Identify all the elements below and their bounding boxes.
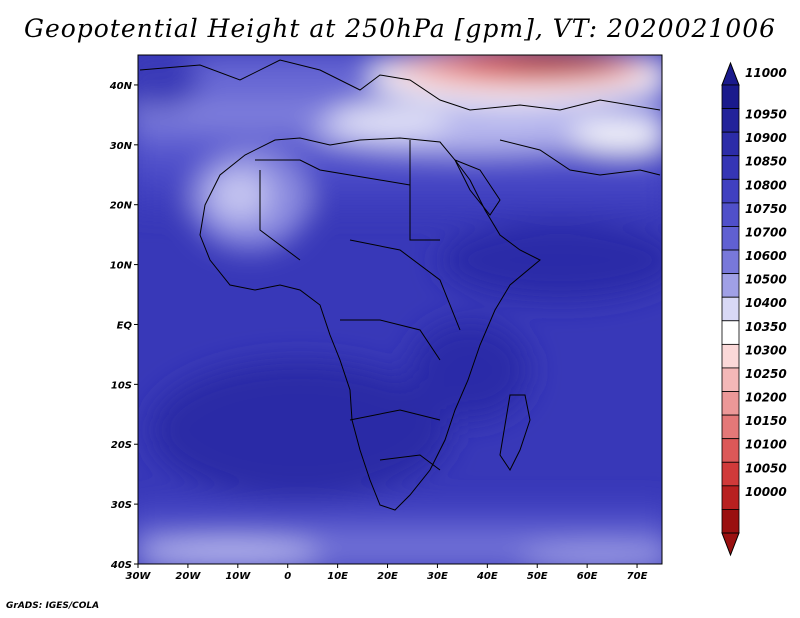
colorbar-swatch <box>721 202 740 227</box>
lat-label: 10N <box>110 261 133 272</box>
lat-label: 20N <box>110 201 133 212</box>
lon-label: 0 <box>284 571 291 582</box>
colorbar-label: 10500 <box>745 273 787 287</box>
colorbar-label: 10600 <box>745 249 787 263</box>
colorbar-swatch <box>721 343 740 369</box>
lat-label: 40S <box>110 560 132 571</box>
map-title: Geopotential Height at 250hPa [gpm], VT:… <box>23 14 777 43</box>
colorbar-swatch <box>721 84 740 109</box>
colorbar-label: 10900 <box>745 131 787 145</box>
colorbar-swatch <box>721 509 740 534</box>
lon-label: 30W <box>126 571 152 582</box>
colorbar-label: 10050 <box>745 461 787 475</box>
colorbar-top-arrow <box>721 61 740 86</box>
colorbar-label: 10700 <box>745 225 787 239</box>
lon-label: 20E <box>377 571 398 582</box>
lat-label: 40N <box>109 81 133 92</box>
colorbar-swatch <box>721 108 740 133</box>
colorbar-swatch <box>721 249 740 275</box>
colorbar-swatch <box>721 367 740 392</box>
colorbar-swatch <box>721 461 740 487</box>
colorbar-swatch <box>721 414 740 440</box>
colorbar-swatch <box>721 438 740 463</box>
colorbar-label: 10300 <box>745 343 787 357</box>
lon-label: 10W <box>225 571 251 582</box>
lat-label: EQ <box>117 320 133 331</box>
colorbar-swatch <box>721 296 740 322</box>
lon-label: 40E <box>476 571 498 582</box>
height-field <box>138 55 662 564</box>
lon-label: 30E <box>427 571 448 582</box>
lon-label: 60E <box>577 571 598 582</box>
lon-label: 10E <box>327 571 348 582</box>
coastlines <box>139 59 661 511</box>
colorbar-label: 10200 <box>745 391 787 405</box>
lon-label: 50E <box>527 571 548 582</box>
grads-credit: GrADS: IGES/COLA <box>6 601 100 611</box>
colorbar-label: 10100 <box>745 438 787 452</box>
colorbar-swatch <box>721 178 740 204</box>
colorbar-swatch <box>721 155 740 180</box>
colorbar-label: 10000 <box>745 485 787 499</box>
colorbar-label: 10750 <box>745 202 787 216</box>
lat-label: 10S <box>111 380 132 391</box>
lat-label: 30S <box>111 500 132 511</box>
colorbar-swatch <box>721 131 740 157</box>
lon-label: 70E <box>627 571 648 582</box>
colorbar-label: 10400 <box>745 296 787 310</box>
lat-label: 20S <box>111 440 132 451</box>
colorbar-bottom-arrow <box>721 532 740 557</box>
colorbar-label: 10800 <box>745 178 787 192</box>
colorbar-swatch <box>721 320 740 345</box>
colorbar-label: 10150 <box>745 414 787 428</box>
colorbar-swatch <box>721 226 740 251</box>
lat-label: 30N <box>110 141 133 152</box>
map-frame <box>137 54 663 565</box>
colorbar-swatch <box>721 391 740 416</box>
colorbar-swatch <box>721 485 740 510</box>
lon-label: 20W <box>175 571 201 582</box>
colorbar-label: 11000 <box>745 66 787 80</box>
colorbar-label: 10350 <box>745 320 787 334</box>
colorbar-label: 10950 <box>745 108 787 122</box>
colorbar-swatch <box>721 273 740 298</box>
colorbar-label: 10250 <box>745 367 787 381</box>
colorbar-label: 10850 <box>745 155 787 169</box>
